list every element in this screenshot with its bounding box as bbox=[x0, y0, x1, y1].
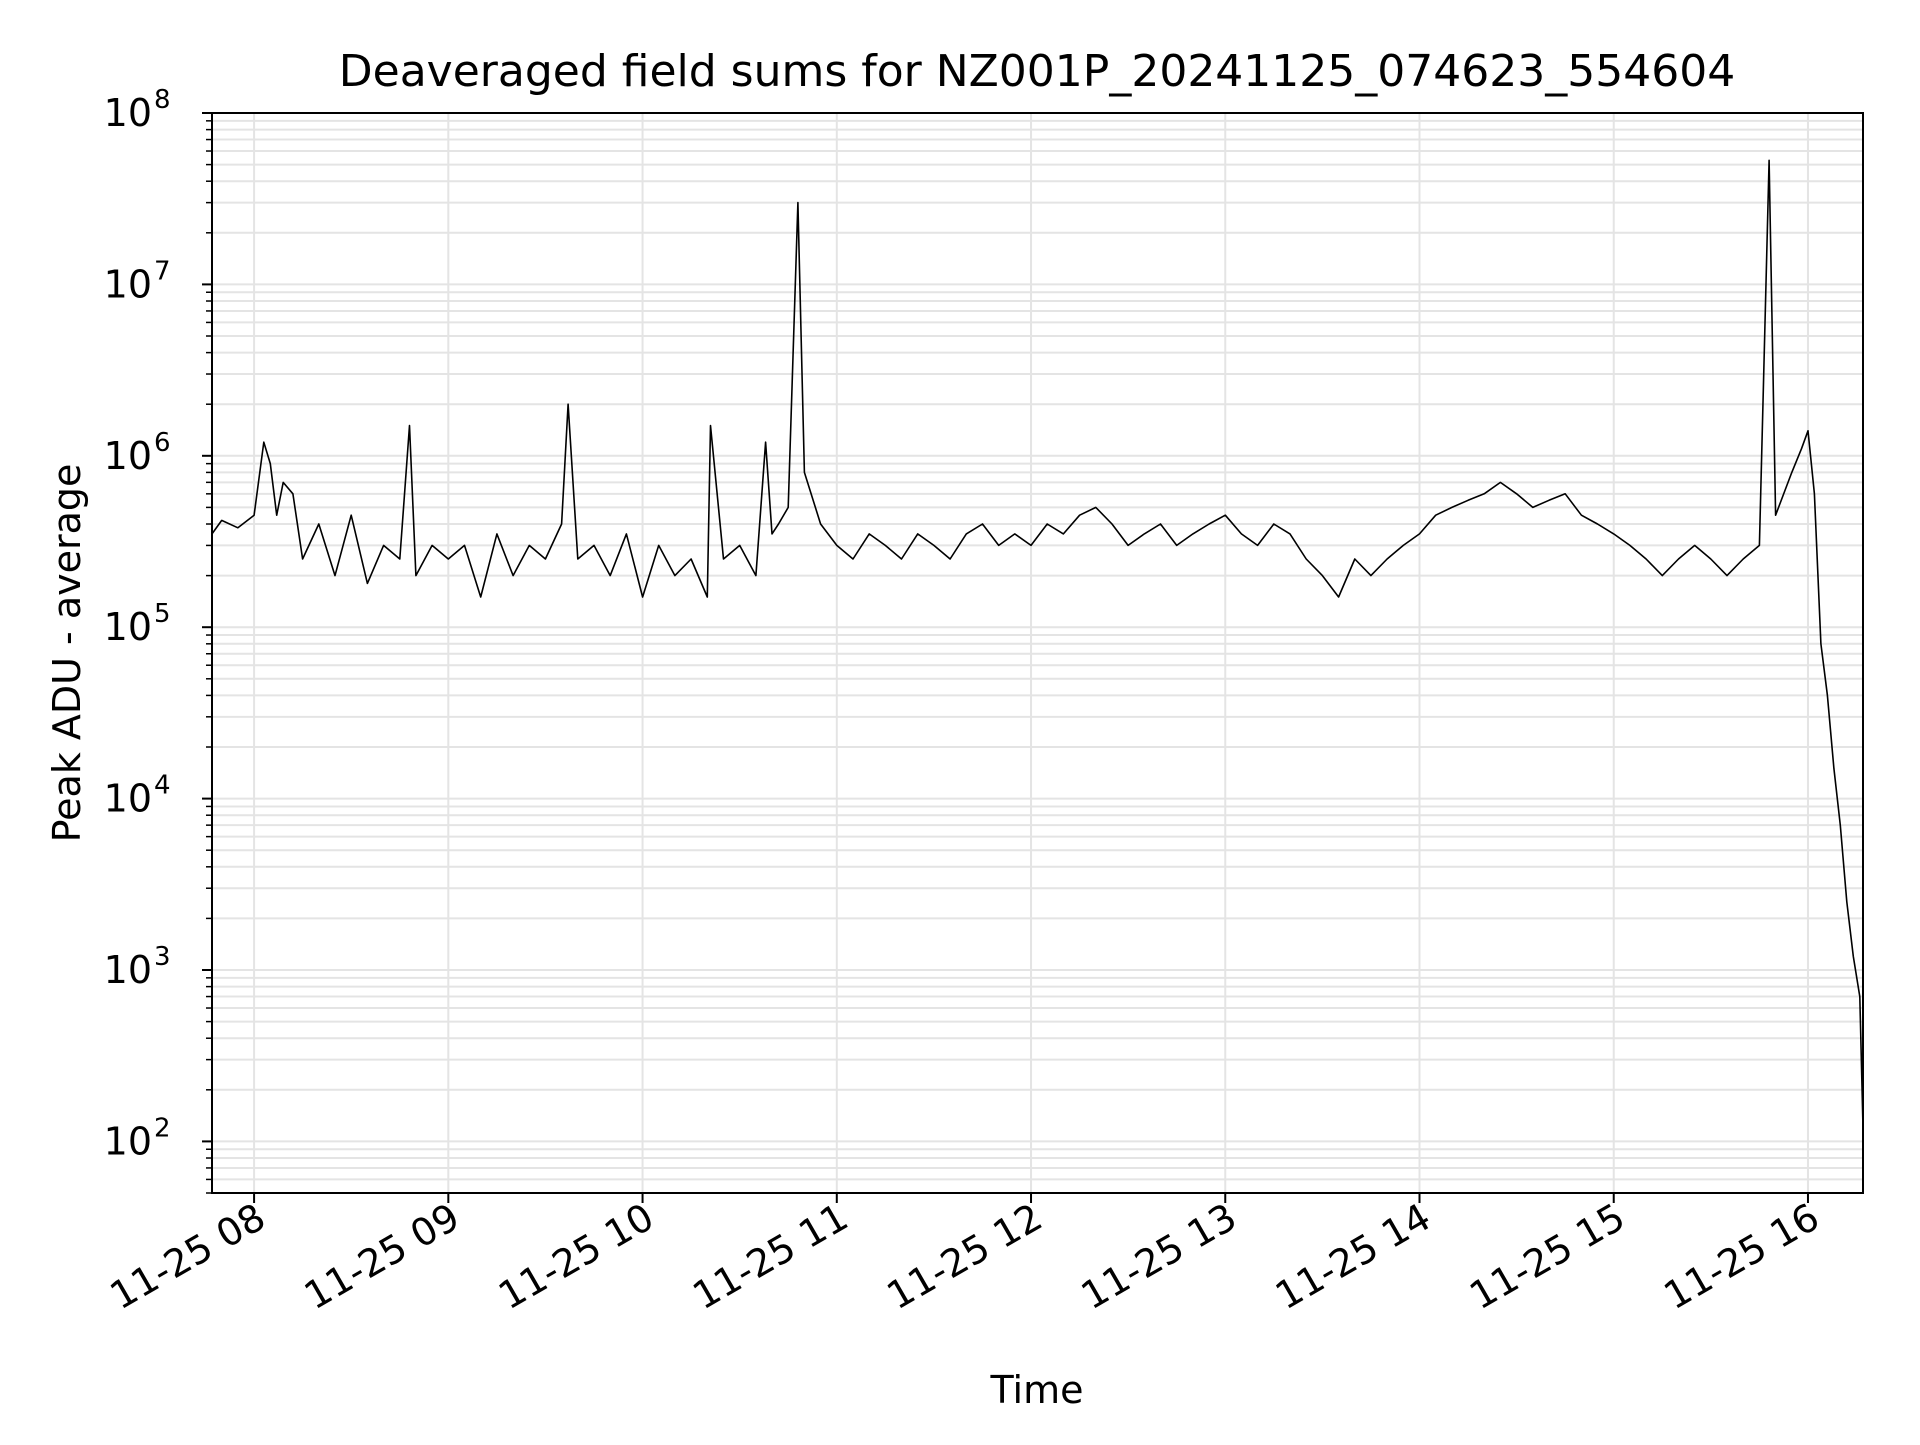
y-tick-label-exponent: 7 bbox=[154, 256, 171, 286]
y-tick-label: 10 bbox=[104, 605, 152, 649]
chart-title: Deaveraged field sums for NZ001P_2024112… bbox=[339, 46, 1735, 97]
series-line bbox=[211, 159, 1864, 1128]
y-tick-label: 10 bbox=[104, 434, 152, 478]
data-layer bbox=[211, 159, 1864, 1128]
y-tick-label: 10 bbox=[104, 262, 152, 306]
y-tick-label-exponent: 8 bbox=[154, 85, 171, 115]
y-axis-label: Peak ADU - average bbox=[45, 464, 89, 843]
y-tick-label-exponent: 6 bbox=[154, 428, 171, 458]
x-axis-label: Time bbox=[990, 1368, 1084, 1412]
y-tick-label-exponent: 3 bbox=[154, 942, 171, 972]
y-tick-label: 10 bbox=[104, 777, 152, 821]
y-tick-label-exponent: 2 bbox=[154, 1113, 171, 1143]
plot-frame bbox=[211, 112, 1864, 1194]
y-tick-label-exponent: 4 bbox=[154, 771, 171, 801]
y-tick-label: 10 bbox=[104, 948, 152, 992]
y-tick-label: 10 bbox=[104, 1119, 152, 1163]
y-tick-label-exponent: 5 bbox=[154, 599, 171, 629]
grid-lines bbox=[212, 112, 1863, 1194]
y-tick-label: 10 bbox=[104, 91, 152, 135]
